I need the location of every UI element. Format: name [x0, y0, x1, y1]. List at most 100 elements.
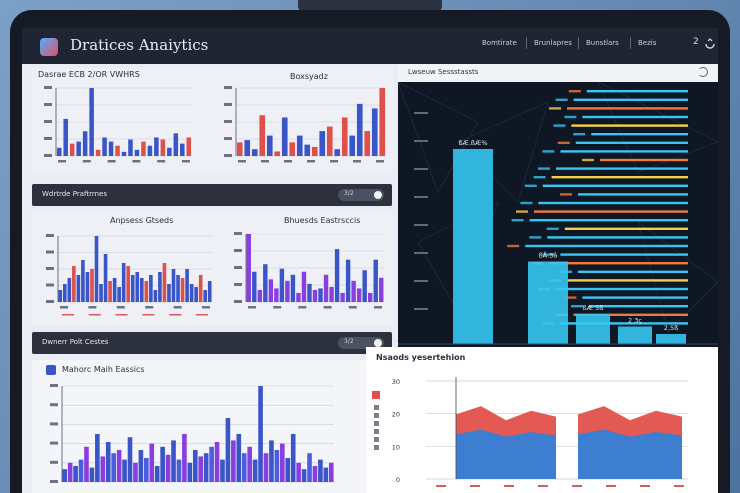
nav-item-3[interactable]: Bunstlars	[578, 37, 619, 49]
h-line-tick	[564, 296, 577, 299]
h-line	[567, 279, 688, 282]
x-tick-label	[298, 306, 307, 309]
tick-label	[50, 480, 58, 483]
h-line	[556, 167, 688, 170]
nav-item-2[interactable]: Brunlapres	[526, 37, 572, 49]
bar	[153, 290, 158, 302]
app-title: Dratices Anaiytics	[70, 36, 209, 54]
bar	[176, 275, 180, 302]
legend-mark	[374, 445, 379, 450]
tick-label	[50, 441, 58, 445]
bar	[214, 442, 220, 482]
bar	[78, 459, 84, 482]
bar	[373, 259, 378, 302]
help-count: 2	[693, 37, 699, 47]
bar	[203, 290, 208, 302]
area-lower	[578, 429, 682, 479]
refresh-icon[interactable]	[698, 67, 708, 77]
bar	[252, 459, 258, 482]
bar	[62, 469, 68, 482]
panel-middle: Anpsess Gtseds Bhuesds Eastrsccis	[32, 212, 394, 326]
tick-label	[224, 120, 232, 123]
h-line	[547, 236, 688, 239]
bar	[182, 434, 187, 482]
cases-toggle[interactable]: 3/2	[338, 337, 384, 349]
x-tick-label	[116, 306, 125, 309]
tick-label	[224, 86, 232, 89]
panel-top: Dasrae ECB 2/OR VWHRS Boxsyadz	[32, 68, 394, 172]
settings-icon[interactable]	[704, 38, 716, 50]
bar	[281, 117, 288, 156]
bar	[225, 418, 231, 482]
bar	[103, 254, 108, 302]
dark-axis-label	[414, 224, 428, 226]
tick-label	[234, 300, 242, 303]
bar	[82, 131, 88, 156]
x-tick-label	[202, 306, 210, 309]
x-tick-label	[261, 160, 269, 163]
dark-bar	[618, 326, 652, 344]
h-line-tick	[546, 227, 559, 230]
bar	[274, 151, 281, 156]
bar	[209, 446, 214, 482]
h-line-tick	[553, 124, 566, 127]
x-tick-label	[323, 306, 332, 309]
x-tick-label	[107, 160, 116, 163]
dark-bar	[576, 314, 610, 344]
bar	[94, 236, 99, 302]
dark-axis-label	[414, 280, 428, 282]
h-line	[564, 227, 688, 230]
section-cases: Dwnerr Polt Cestes 3/2	[32, 332, 392, 354]
bar	[122, 459, 127, 482]
tick-label	[234, 232, 242, 235]
bar	[67, 462, 73, 482]
x-tick-label	[307, 160, 315, 163]
bar	[307, 453, 312, 482]
bar	[274, 288, 279, 302]
dark-bar-label: ßÅ.3å	[539, 251, 558, 260]
tick-label	[50, 403, 58, 407]
bar	[236, 434, 242, 482]
h-line-tick	[564, 115, 577, 119]
legend-mark	[374, 429, 379, 434]
h-line	[578, 270, 688, 273]
h-line-tick	[538, 167, 550, 170]
bar	[84, 446, 89, 482]
bar	[290, 434, 296, 482]
performance-toggle[interactable]: 3/2	[338, 189, 384, 201]
legend-mark	[374, 405, 379, 410]
h-line-tick	[520, 201, 533, 205]
bar	[340, 292, 345, 302]
nav-item-4[interactable]: Bezis	[630, 37, 656, 49]
bar	[89, 88, 94, 156]
bar	[296, 135, 303, 156]
bar	[244, 140, 251, 156]
dark-axis-label	[414, 196, 428, 198]
h-line-tick	[582, 158, 594, 162]
dark-axis-label	[414, 252, 428, 254]
dark-bar-label: 2.5ß	[664, 324, 678, 332]
x-tick-label	[436, 485, 446, 487]
dark-axis-label	[414, 140, 428, 142]
tick-label	[234, 249, 242, 252]
bar	[371, 108, 378, 156]
tick-label	[44, 154, 52, 157]
bar	[108, 281, 112, 302]
panel-top-left-title: Dasrae ECB 2/OR VWHRS	[38, 70, 140, 79]
bar	[364, 131, 371, 156]
h-line	[551, 176, 688, 179]
toggle-value: 3/2	[344, 338, 354, 345]
bar	[296, 462, 301, 482]
legend-swatch	[372, 391, 380, 399]
h-line	[573, 98, 688, 101]
panel-top-right-title: Boxsyadz	[290, 72, 328, 81]
h-line	[529, 219, 688, 222]
bar	[312, 466, 318, 482]
toggle-value: 3/2	[344, 190, 354, 197]
nav-item-1[interactable]: Bomtirate	[482, 39, 517, 47]
h-line	[589, 305, 688, 308]
x-sub-label	[169, 314, 182, 316]
bar	[274, 450, 280, 482]
bar	[134, 149, 140, 156]
bar	[100, 456, 106, 482]
